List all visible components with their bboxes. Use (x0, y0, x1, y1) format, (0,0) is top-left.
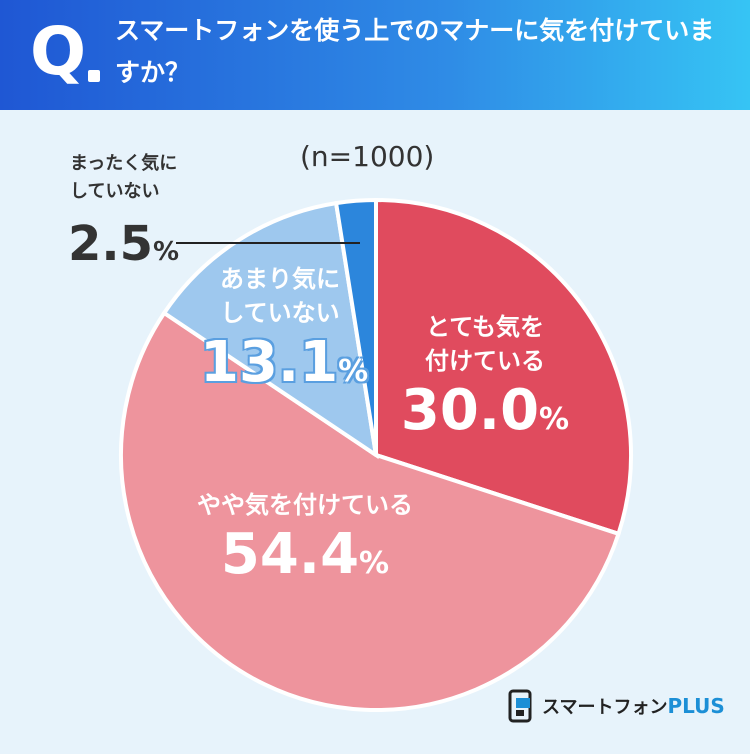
logo-plus: PLUS (667, 694, 725, 718)
label-not-much-line1: あまり気に (220, 265, 340, 293)
question-text: スマートフォンを使う上でのマナーに気を付けていますか？ (115, 16, 715, 87)
percent-sign: % (539, 402, 570, 437)
value-not-much: 13.1% (200, 330, 368, 405)
logo-name: スマートフォン (542, 697, 668, 718)
question-header: Q スマートフォンを使う上でのマナーに気を付けていますか？ (0, 0, 750, 110)
value-very-careful-number: 30.0 (400, 378, 540, 443)
percent-sign: % (338, 354, 369, 389)
label-not-at-all-line1: まったく気に (70, 153, 178, 174)
value-very-careful: 30.0% (395, 378, 575, 453)
label-very-careful-line1: とても気を (425, 313, 545, 341)
label-not-much-line2: していない (220, 299, 340, 327)
slice-very-careful (374, 197, 633, 537)
brand-logo: スマートフォン PLUS (508, 688, 725, 724)
percent-sign: % (359, 546, 390, 581)
label-not-at-all: まったく気に していない (70, 150, 177, 206)
value-not-much-number: 13.1 (200, 330, 339, 395)
label-very-careful: とても気を 付けている 30.0% (395, 310, 575, 453)
value-somewhat-careful: 54.4% (170, 522, 440, 597)
label-very-careful-line2: 付けている (425, 347, 545, 375)
q-dot (88, 70, 100, 82)
value-not-at-all: 2.5% (68, 216, 179, 280)
label-somewhat-careful-text: やや気を付けている (197, 491, 413, 519)
label-somewhat-careful: やや気を付けている 54.4% (170, 488, 440, 597)
logo-icon (508, 689, 536, 723)
label-not-at-all-line2: していない (70, 181, 160, 202)
slice-somewhat-careful (119, 310, 622, 712)
q-mark: Q (30, 13, 87, 90)
percent-sign: % (153, 237, 180, 267)
label-not-much: あまり気に していない 13.1% (200, 262, 368, 405)
value-not-at-all-number: 2.5 (68, 216, 154, 272)
slice-not-at-all (333, 197, 378, 456)
sample-size-label: (n=1000) (300, 140, 435, 173)
value-somewhat-careful-number: 54.4 (220, 522, 360, 587)
slice-not-much (161, 200, 379, 460)
